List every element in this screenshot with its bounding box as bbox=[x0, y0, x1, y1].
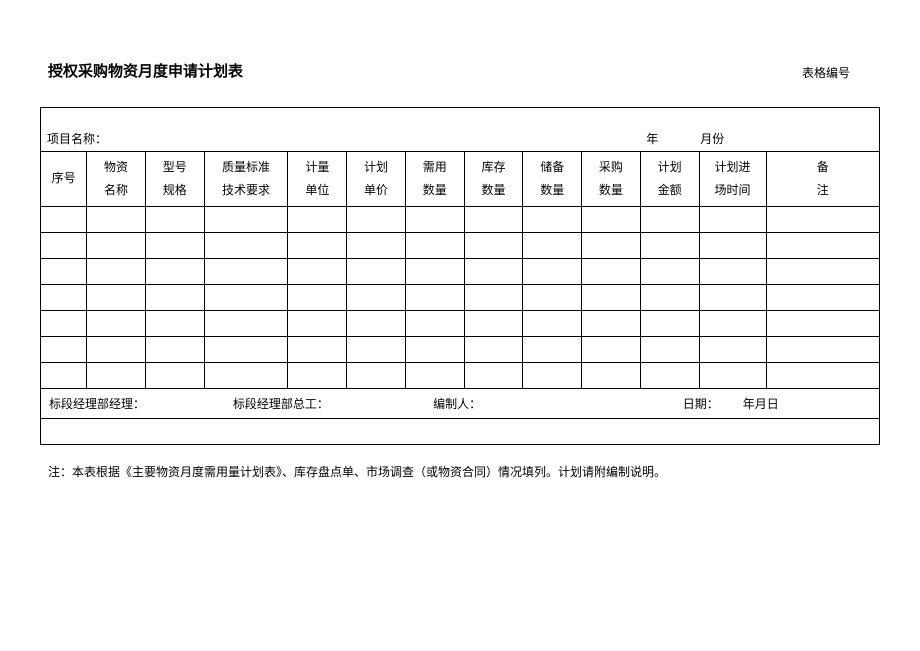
col-stock-qty: 库存数量 bbox=[464, 152, 523, 207]
plan-table: 项目名称： 年 月份 序号 物资名称 型号规格 质量标准技术要求 计量单位 计划… bbox=[40, 107, 880, 445]
table-row bbox=[41, 258, 880, 284]
chief-engineer-label: 标段经理部总工： bbox=[233, 395, 430, 412]
project-name-label: 项目名称： bbox=[47, 132, 107, 146]
col-seq: 序号 bbox=[41, 152, 87, 207]
signature-row: 标段经理部经理： 标段经理部总工： 编制人： 日期： 年月日 bbox=[41, 388, 880, 418]
col-plan-price: 计划单价 bbox=[347, 152, 406, 207]
table-row bbox=[41, 284, 880, 310]
month-label: 月份 bbox=[700, 132, 724, 146]
manager-label: 标段经理部经理： bbox=[49, 395, 230, 412]
col-reserve-qty: 储备数量 bbox=[523, 152, 582, 207]
col-plan-arrival: 计划进场时间 bbox=[699, 152, 766, 207]
date-value: 年月日 bbox=[743, 395, 779, 412]
preparer-label: 编制人： bbox=[433, 395, 680, 412]
col-unit: 计量单位 bbox=[288, 152, 347, 207]
form-number-label: 表格编号 bbox=[802, 64, 850, 81]
col-remark: 备注 bbox=[766, 152, 879, 207]
footnote: 注：本表根据《主要物资月度需用量计划表》、库存盘点单、市场调查（或物资合同）情况… bbox=[48, 463, 880, 480]
project-row: 项目名称： 年 月份 bbox=[41, 108, 880, 152]
table-row bbox=[41, 336, 880, 362]
blank-footer-row bbox=[41, 418, 880, 444]
col-need-qty: 需用数量 bbox=[405, 152, 464, 207]
col-material-name: 物资名称 bbox=[87, 152, 146, 207]
col-quality-tech: 质量标准技术要求 bbox=[204, 152, 288, 207]
table-row bbox=[41, 310, 880, 336]
date-label: 日期： bbox=[683, 395, 719, 412]
table-row bbox=[41, 362, 880, 388]
page-title: 授权采购物资月度申请计划表 bbox=[48, 60, 243, 81]
table-header-row: 序号 物资名称 型号规格 质量标准技术要求 计量单位 计划单价 需用数量 库存数… bbox=[41, 152, 880, 207]
table-row bbox=[41, 206, 880, 232]
col-plan-amount: 计划金额 bbox=[640, 152, 699, 207]
col-purchase-qty: 采购数量 bbox=[582, 152, 641, 207]
table-row bbox=[41, 232, 880, 258]
col-model-spec: 型号规格 bbox=[145, 152, 204, 207]
year-label: 年 bbox=[646, 132, 658, 146]
